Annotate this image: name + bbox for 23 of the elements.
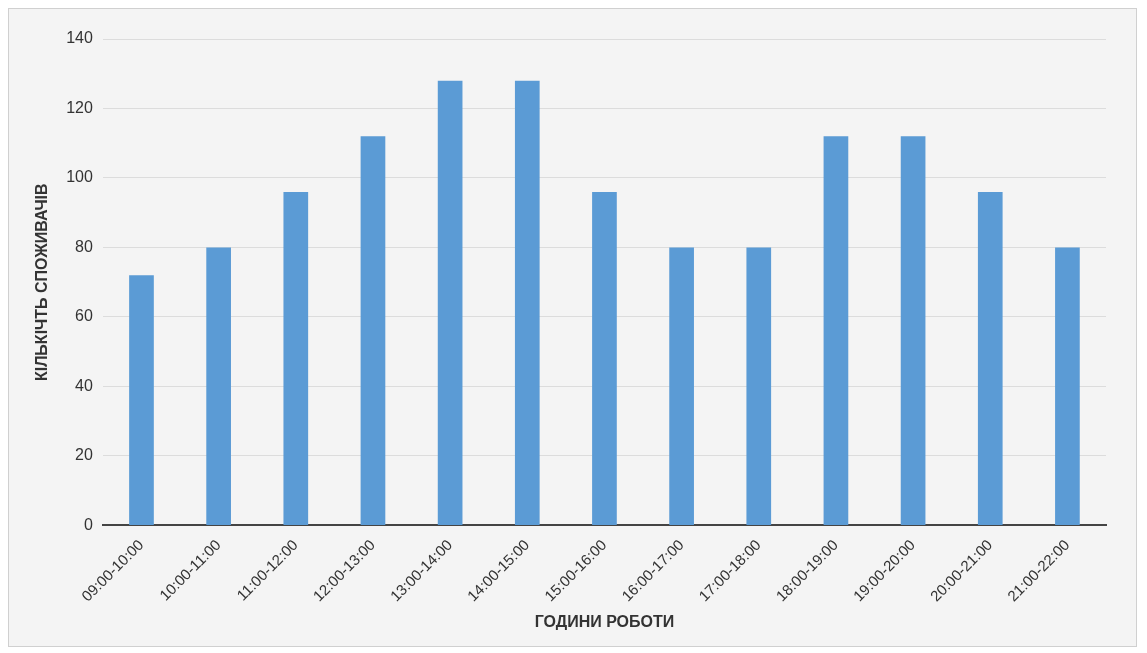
bar (746, 247, 772, 525)
bar (669, 247, 694, 525)
bar (360, 136, 386, 525)
bar (437, 80, 463, 525)
x-axis-title: ГОДИНИ РОБОТИ (534, 612, 675, 630)
bar (129, 275, 154, 525)
y-tick-label: 40 (75, 376, 93, 394)
y-tick-label: 60 (75, 307, 93, 325)
bar (283, 191, 309, 525)
bar (1055, 247, 1080, 525)
y-tick-label: 140 (66, 29, 93, 47)
y-tick-label: 0 (83, 515, 93, 533)
y-tick-label: 120 (66, 98, 93, 116)
y-tick-label: 20 (75, 446, 93, 464)
bar (206, 247, 231, 525)
y-tick-label: 100 (66, 168, 93, 186)
bar (514, 80, 540, 525)
bar (977, 191, 1003, 525)
y-tick-label: 80 (75, 237, 93, 255)
bar (823, 136, 849, 525)
bar (592, 191, 617, 525)
y-axis-title: КІЛЬКІЧТЬ СПОЖИВАЧІВ (33, 183, 51, 382)
bar (900, 136, 926, 525)
